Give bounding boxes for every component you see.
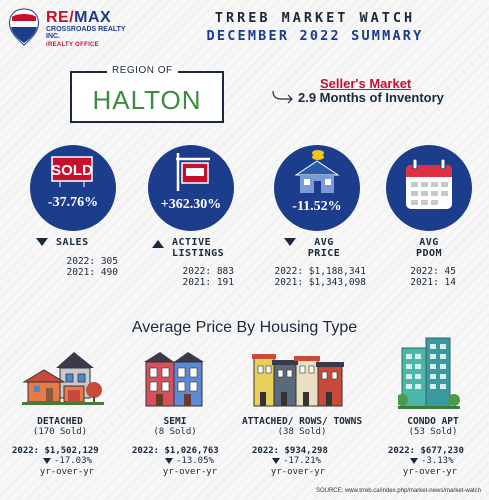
brand-suffix: MAX <box>74 9 112 26</box>
brand-prefix: RE/ <box>46 9 75 26</box>
condo-building-icon <box>398 337 460 409</box>
for-sale-sign-icon <box>176 153 210 191</box>
condo-sold: (53 Sold) <box>408 427 458 437</box>
pdom-circle <box>386 145 472 231</box>
condo-label: CONDO APT <box>407 416 459 427</box>
price-label: AVG PRICE <box>304 237 344 259</box>
price-circle: -11.52% <box>274 145 360 231</box>
semi-change: -13.05% <box>176 456 214 466</box>
section-title: Average Price By Housing Type <box>131 319 358 336</box>
pdom-2022: 2022: 45 <box>410 266 456 277</box>
condo-yoy: yr-over-yr <box>402 467 458 477</box>
page-subtitle: DECEMBER 2022 SUMMARY <box>206 28 424 44</box>
arrow-right-icon <box>272 90 293 104</box>
sales-label: SALES <box>56 237 89 248</box>
svg-text:SOLD: SOLD <box>51 162 93 179</box>
pdom-label-2: PDOM <box>415 248 443 259</box>
listings-label-2: LISTINGS <box>172 248 225 259</box>
up-arrow-icon <box>152 240 164 248</box>
townhouse-price: 2022: $934,298 <box>252 446 328 456</box>
down-arrow-icon <box>284 238 296 246</box>
detached-house-icon <box>22 352 104 405</box>
sold-sign-icon: SOLD <box>51 156 93 187</box>
townhouse-change: -17.21% <box>283 456 321 466</box>
down-arrow-icon <box>165 458 173 464</box>
pdom-label-1: AVG <box>419 237 439 248</box>
price-2022: 2022: $1,188,341 <box>274 266 366 277</box>
down-arrow-icon <box>36 238 48 246</box>
down-arrow-icon <box>272 458 280 464</box>
brand-office: iREALTY OFFICE <box>46 42 99 48</box>
condo-change: -3.13% <box>421 456 454 466</box>
sales-circle: SOLD -37.76% <box>30 145 116 231</box>
condo-price: 2022: $677,230 <box>388 446 464 456</box>
brand-sub: CROSSROADS REALTY INC. <box>46 26 126 40</box>
source-note: SOURCE: www.trreb.ca/index.php/market-ne… <box>315 488 481 494</box>
listings-2022: 2022: 883 <box>182 266 234 277</box>
semi-yoy: yr-over-yr <box>162 467 218 477</box>
sales-2021: 2021: 490 <box>66 267 118 278</box>
semi-label: SEMI <box>163 416 187 427</box>
detached-change: -17.03% <box>54 456 92 466</box>
house-money-icon <box>294 150 340 193</box>
detached-price: 2022: $1,502,129 <box>12 446 99 456</box>
balloon-icon <box>9 8 39 46</box>
market-type: Seller's Market <box>320 76 412 91</box>
detached-yoy: yr-over-yr <box>39 467 95 477</box>
listings-2021: 2021: 191 <box>182 277 234 288</box>
detached-sold: (170 Sold) <box>32 427 88 437</box>
listings-circle: +362.30% <box>148 145 234 231</box>
remax-logo: RE/MAX CROSSROADS REALTY INC. iREALTY OF… <box>6 7 134 65</box>
townhouse-icon <box>252 354 344 407</box>
price-pct: -11.52% <box>292 199 342 214</box>
listings-label-1: ACTIVE <box>172 237 212 248</box>
detached-label: DETACHED <box>37 416 83 427</box>
price-label-1: AVG <box>314 237 334 248</box>
semi-house-icon <box>144 352 204 407</box>
townhouse-label: ATTACHED/ ROWS/ TOWNS <box>241 416 363 427</box>
price-label-2: PRICE <box>307 248 341 259</box>
region-label: REGION OF <box>107 65 178 76</box>
price-2021: 2021: $1,343,098 <box>274 277 366 288</box>
months-of-inventory: 2.9 Months of Inventory <box>298 90 444 105</box>
townhouse-yoy: yr-over-yr <box>270 467 326 477</box>
listings-pct: +362.30% <box>160 197 222 212</box>
townhouse-sold: (38 Sold) <box>277 427 327 437</box>
pdom-2021: 2021: 14 <box>410 277 456 288</box>
listings-label: ACTIVE LISTINGS <box>172 237 224 259</box>
semi-sold: (8 Sold) <box>153 427 197 437</box>
calendar-icon <box>406 158 452 209</box>
sales-pct: -37.76% <box>47 195 99 210</box>
pdom-label: AVG PDOM <box>409 237 449 259</box>
region-box: REGION OF HALTON <box>70 65 224 123</box>
page-title: TRREB MARKET WATCH <box>214 10 416 26</box>
sales-2022: 2022: 305 <box>66 256 118 267</box>
down-arrow-icon <box>43 458 51 464</box>
semi-price: 2022: $1,026,763 <box>132 446 219 456</box>
region-name: HALTON <box>92 85 202 115</box>
down-arrow-icon <box>410 458 418 464</box>
